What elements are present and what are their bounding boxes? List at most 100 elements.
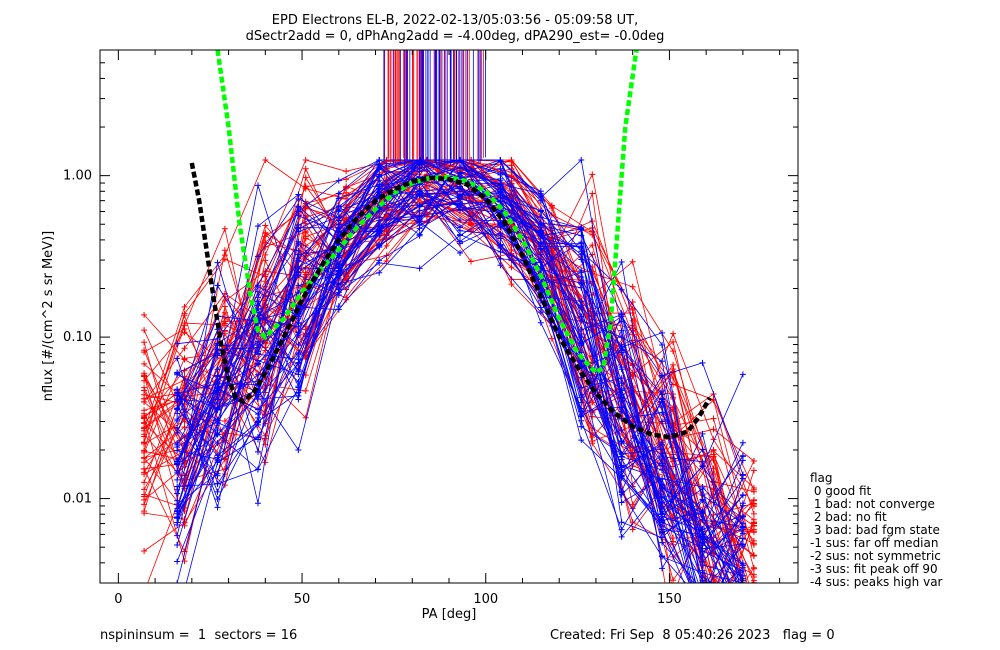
marker-blue-50-10 — [578, 340, 585, 347]
marker-blue-52-1 — [214, 384, 221, 391]
marker-red-41-2 — [221, 322, 228, 329]
marker-blue-45-9 — [537, 221, 544, 228]
marker-blue-51-7 — [457, 195, 464, 202]
marker-blue-53-7 — [457, 156, 464, 163]
marker-blue-26-0 — [174, 424, 181, 431]
marker-red-33-14 — [710, 470, 717, 477]
marker-blue-50-9 — [537, 227, 544, 234]
marker-red-20-4 — [302, 165, 309, 172]
marker-red-6-12 — [629, 501, 636, 508]
marker-blue-53-13 — [699, 536, 706, 543]
marker-red-40-0 — [141, 311, 148, 318]
marker-blue-15-3 — [295, 447, 302, 454]
marker-blue-43-6 — [416, 203, 423, 210]
marker-blue-30-3 — [295, 191, 302, 198]
marker-blue-45-13 — [699, 542, 706, 549]
marker-blue-36-14 — [739, 526, 746, 533]
trace-red-46 — [143, 207, 755, 583]
marker-blue-53-8 — [497, 224, 504, 231]
marker-blue-35-3 — [295, 329, 302, 336]
legend-item-6: -3 sus: fit peak off 90 — [810, 562, 938, 576]
legend-title: flag — [810, 471, 833, 485]
marker-blue-8-6 — [416, 265, 423, 272]
marker-blue-48-6 — [416, 190, 423, 197]
marker-red-50-4 — [302, 233, 309, 240]
marker-blue-33-10 — [578, 284, 585, 291]
marker-blue-52-2 — [254, 361, 261, 368]
marker-red-38-0 — [141, 347, 148, 354]
flag-legend: flag 0 good fit 1 bad: not converge 2 ba… — [810, 471, 943, 589]
marker-red-45-11 — [589, 434, 596, 441]
marker-blue-35-0 — [174, 508, 181, 515]
marker-red-44-12 — [629, 526, 636, 533]
marker-red-46-6 — [383, 252, 390, 259]
marker-blue-1-14 — [739, 371, 746, 378]
marker-red-50-0 — [141, 414, 148, 421]
marker-blue-38-13 — [699, 528, 706, 535]
marker-blue-19-3 — [295, 212, 302, 219]
marker-blue-47-11 — [618, 427, 625, 434]
data-layer — [141, 50, 757, 583]
marker-red-54-4 — [302, 269, 309, 276]
marker-red-52-15 — [750, 522, 757, 529]
marker-blue-48-2 — [254, 466, 261, 473]
marker-blue-29-12 — [659, 391, 666, 398]
marker-blue-54-0 — [174, 476, 181, 483]
marker-red-43-0 — [141, 431, 148, 438]
marker-red-41-4 — [302, 242, 309, 249]
marker-blue-43-12 — [659, 493, 666, 500]
marker-red-15-0 — [141, 360, 148, 367]
marker-red-3-5 — [343, 168, 350, 175]
marker-blue-44-0 — [174, 514, 181, 521]
marker-red-34-13 — [670, 330, 677, 337]
legend-item-0: 0 good fit — [810, 484, 872, 498]
marker-blue-43-7 — [457, 200, 464, 207]
marker-red-25-0 — [141, 425, 148, 432]
marker-blue-52-10 — [578, 304, 585, 311]
marker-blue-32-11 — [618, 386, 625, 393]
y-tick-label: 0.10 — [63, 330, 92, 345]
legend-item-7: -4 sus: peaks high var — [810, 575, 943, 589]
marker-red-47-15 — [750, 496, 757, 503]
marker-red-4-11 — [589, 242, 596, 249]
marker-red-38-13 — [670, 458, 677, 465]
marker-blue-51-1 — [214, 456, 221, 463]
marker-blue-48-0 — [174, 483, 181, 490]
marker-red-48-0 — [141, 486, 148, 493]
marker-red-1-14 — [710, 415, 717, 422]
marker-red-51-15 — [750, 552, 757, 559]
marker-red-31-4 — [302, 174, 309, 181]
marker-red-48-15 — [750, 540, 757, 547]
marker-red-39-9 — [508, 173, 515, 180]
marker-blue-47-0 — [174, 467, 181, 474]
footer-left: nspininsum = 1 sectors = 16 — [100, 628, 297, 643]
marker-blue-53-1 — [214, 431, 221, 438]
marker-red-43-15 — [750, 488, 757, 495]
marker-blue-36-9 — [537, 304, 544, 311]
marker-blue-52-14 — [739, 513, 746, 520]
marker-blue-30-2 — [254, 223, 261, 230]
marker-blue-13-0 — [174, 497, 181, 504]
marker-red-43-3 — [262, 257, 269, 264]
marker-red-37-0 — [141, 420, 148, 427]
marker-blue-17-0 — [174, 532, 181, 539]
marker-blue-48-3 — [295, 282, 302, 289]
marker-blue-46-13 — [699, 497, 706, 504]
marker-red-40-9 — [508, 156, 515, 163]
marker-red-19-3 — [262, 156, 269, 163]
marker-red-50-12 — [629, 283, 636, 290]
y-tick-label: 0.01 — [63, 492, 92, 507]
marker-blue-47-8 — [497, 194, 504, 201]
marker-red-16-0 — [141, 479, 148, 486]
marker-blue-20-12 — [659, 539, 666, 546]
marker-blue-54-9 — [537, 246, 544, 253]
marker-red-24-0 — [141, 496, 148, 503]
marker-blue-40-14 — [739, 457, 746, 464]
marker-blue-48-5 — [376, 232, 383, 239]
axes: 0 50 100 150 0.01 0.10 1.00 — [63, 49, 798, 607]
marker-blue-22-2 — [254, 253, 261, 260]
marker-red-54-14 — [710, 453, 717, 460]
marker-blue-26-3 — [295, 341, 302, 348]
marker-red-51-2 — [221, 247, 228, 254]
